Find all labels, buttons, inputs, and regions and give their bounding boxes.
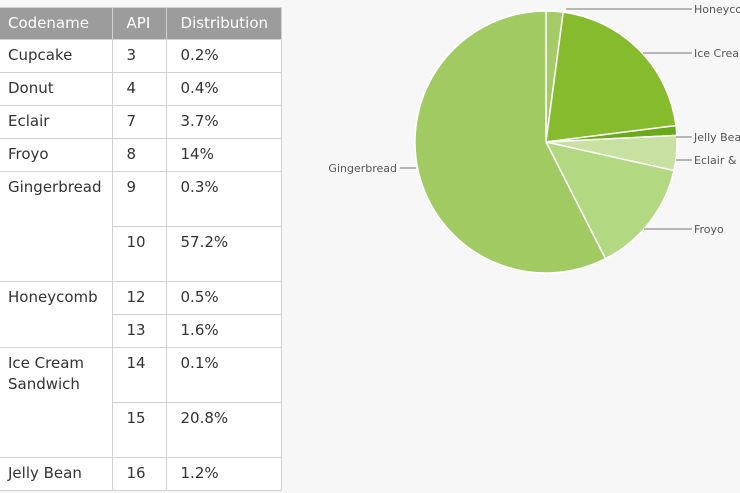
label-jelly-bean: Jelly Bea xyxy=(676,131,740,144)
api-cell: 13 xyxy=(111,314,167,348)
table-row: 13 1.6% xyxy=(0,314,282,348)
api-header: API xyxy=(111,7,167,40)
api-cell: 7 xyxy=(111,105,167,139)
api-cell: 12 xyxy=(111,281,167,315)
api-cell: 4 xyxy=(111,72,167,106)
slice-label-honeycomb: Honeyco xyxy=(694,3,740,16)
distribution-table: Codename API Distribution Cupcake 3 0.2%… xyxy=(0,7,282,491)
pie-slice-ice-cream-sandwich xyxy=(545,11,677,143)
codename-cell: Gingerbread xyxy=(0,171,113,282)
table-header-row: Codename API Distribution xyxy=(0,7,282,40)
table-row: 10 57.2% xyxy=(0,226,282,282)
pie-slice-froyo xyxy=(544,140,675,260)
distribution-cell: 1.2% xyxy=(165,457,282,491)
distribution-cell: 57.2% xyxy=(165,226,282,282)
codename-cell: Cupcake xyxy=(0,39,113,73)
distribution-cell: 14% xyxy=(165,138,282,172)
codename-cell: Eclair xyxy=(0,105,113,139)
pie-slice-gingerbread xyxy=(414,10,607,274)
api-cell: 16 xyxy=(111,457,167,491)
slice-label-ice-cream-sandwich: Ice Crea xyxy=(694,47,739,60)
slice-label-gingerbread: Gingerbread xyxy=(328,162,397,175)
distribution-cell: 0.2% xyxy=(165,39,282,73)
api-cell: 14 xyxy=(111,347,167,403)
api-cell: 10 xyxy=(111,226,167,282)
table-row: Donut 4 0.4% xyxy=(0,72,282,106)
pie-slices xyxy=(414,10,678,274)
label-honeycomb: Honeyco xyxy=(566,3,740,16)
distribution-cell: 1.6% xyxy=(165,314,282,348)
table-row: Eclair 7 3.7% xyxy=(0,105,282,139)
codename-cell: Ice Cream Sandwich xyxy=(0,347,113,458)
slice-label-eclair-older: Eclair & xyxy=(694,154,737,167)
codename-header: Codename xyxy=(0,7,113,40)
distribution-cell: 0.1% xyxy=(165,347,282,403)
distribution-cell: 0.3% xyxy=(165,171,282,227)
distribution-cell: 0.4% xyxy=(165,72,282,106)
label-eclair-older: Eclair & xyxy=(676,154,737,167)
table-row: Ice Cream Sandwich 14 0.1% xyxy=(0,347,282,458)
codename-cell: Donut xyxy=(0,72,113,106)
table-row: Cupcake 3 0.2% xyxy=(0,39,282,73)
codename-cell: Froyo xyxy=(0,138,113,172)
codename-cell: Jelly Bean xyxy=(0,457,113,491)
table-row: Gingerbread 9 0.3% xyxy=(0,171,282,282)
distribution-cell: 20.8% xyxy=(165,402,282,458)
slice-label-froyo: Froyo xyxy=(694,223,724,236)
api-cell: 8 xyxy=(111,138,167,172)
distribution-cell: 0.5% xyxy=(165,281,282,315)
label-gingerbread: Gingerbread xyxy=(328,162,416,175)
slice-label-jelly-bean: Jelly Bea xyxy=(693,131,740,144)
table-row: Froyo 8 14% xyxy=(0,138,282,172)
api-cell: 3 xyxy=(111,39,167,73)
table-row: Jelly Bean 16 1.2% xyxy=(0,457,282,491)
distribution-header: Distribution xyxy=(165,7,282,40)
label-froyo: Froyo xyxy=(644,223,724,236)
api-cell: 9 xyxy=(111,171,167,227)
api-cell: 15 xyxy=(111,402,167,458)
table-row: Honeycomb 12 0.5% xyxy=(0,281,282,348)
pie-chart: Honeyco Ice Crea Jelly Bea Eclair & Froy… xyxy=(328,3,740,274)
distribution-cell: 3.7% xyxy=(165,105,282,139)
table-row: 15 20.8% xyxy=(0,402,282,458)
label-ice-cream-sandwich: Ice Crea xyxy=(643,47,739,60)
codename-cell: Honeycomb xyxy=(0,281,113,348)
